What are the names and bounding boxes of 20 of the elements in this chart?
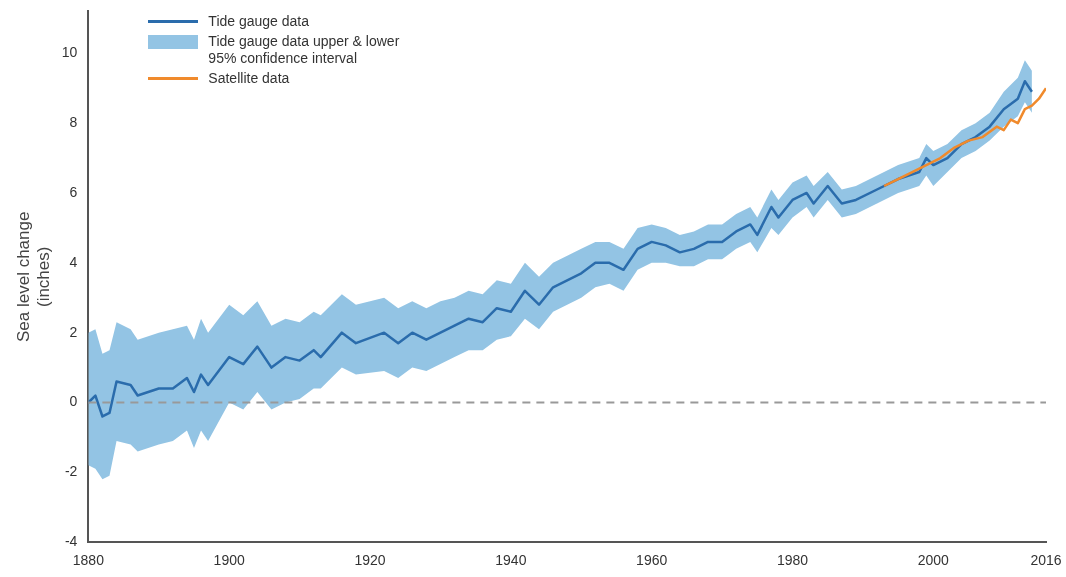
x-tick-label: 1940 — [495, 552, 527, 569]
x-tick-label: 2016 — [1030, 552, 1062, 569]
x-tick-label: 1900 — [213, 552, 245, 569]
y-tick-label: 2 — [69, 323, 78, 340]
y-tick-label: 8 — [69, 114, 78, 131]
x-tick-label: 1920 — [354, 552, 386, 569]
legend-label: Satellite data — [208, 70, 290, 88]
x-tick-label: 2000 — [917, 552, 950, 569]
y-tick-label: 4 — [69, 253, 78, 270]
y-tick-label: 0 — [69, 393, 78, 410]
y-tick-label: -2 — [64, 463, 78, 480]
y-tick-label: -4 — [64, 533, 78, 550]
legend-label: Tide gauge data — [208, 13, 310, 31]
y-tick-label: 6 — [69, 183, 78, 200]
annotation: Tide gauge data upper & lower 95% confidence interval — [208, 33, 400, 68]
x-tick-label: 1960 — [636, 552, 668, 569]
y-tick-label: 10 — [61, 44, 78, 61]
y-axis-title: Sea level change (inches) — [13, 211, 54, 343]
x-tick-label: 1880 — [72, 552, 105, 569]
x-tick-label: 1980 — [776, 552, 809, 569]
